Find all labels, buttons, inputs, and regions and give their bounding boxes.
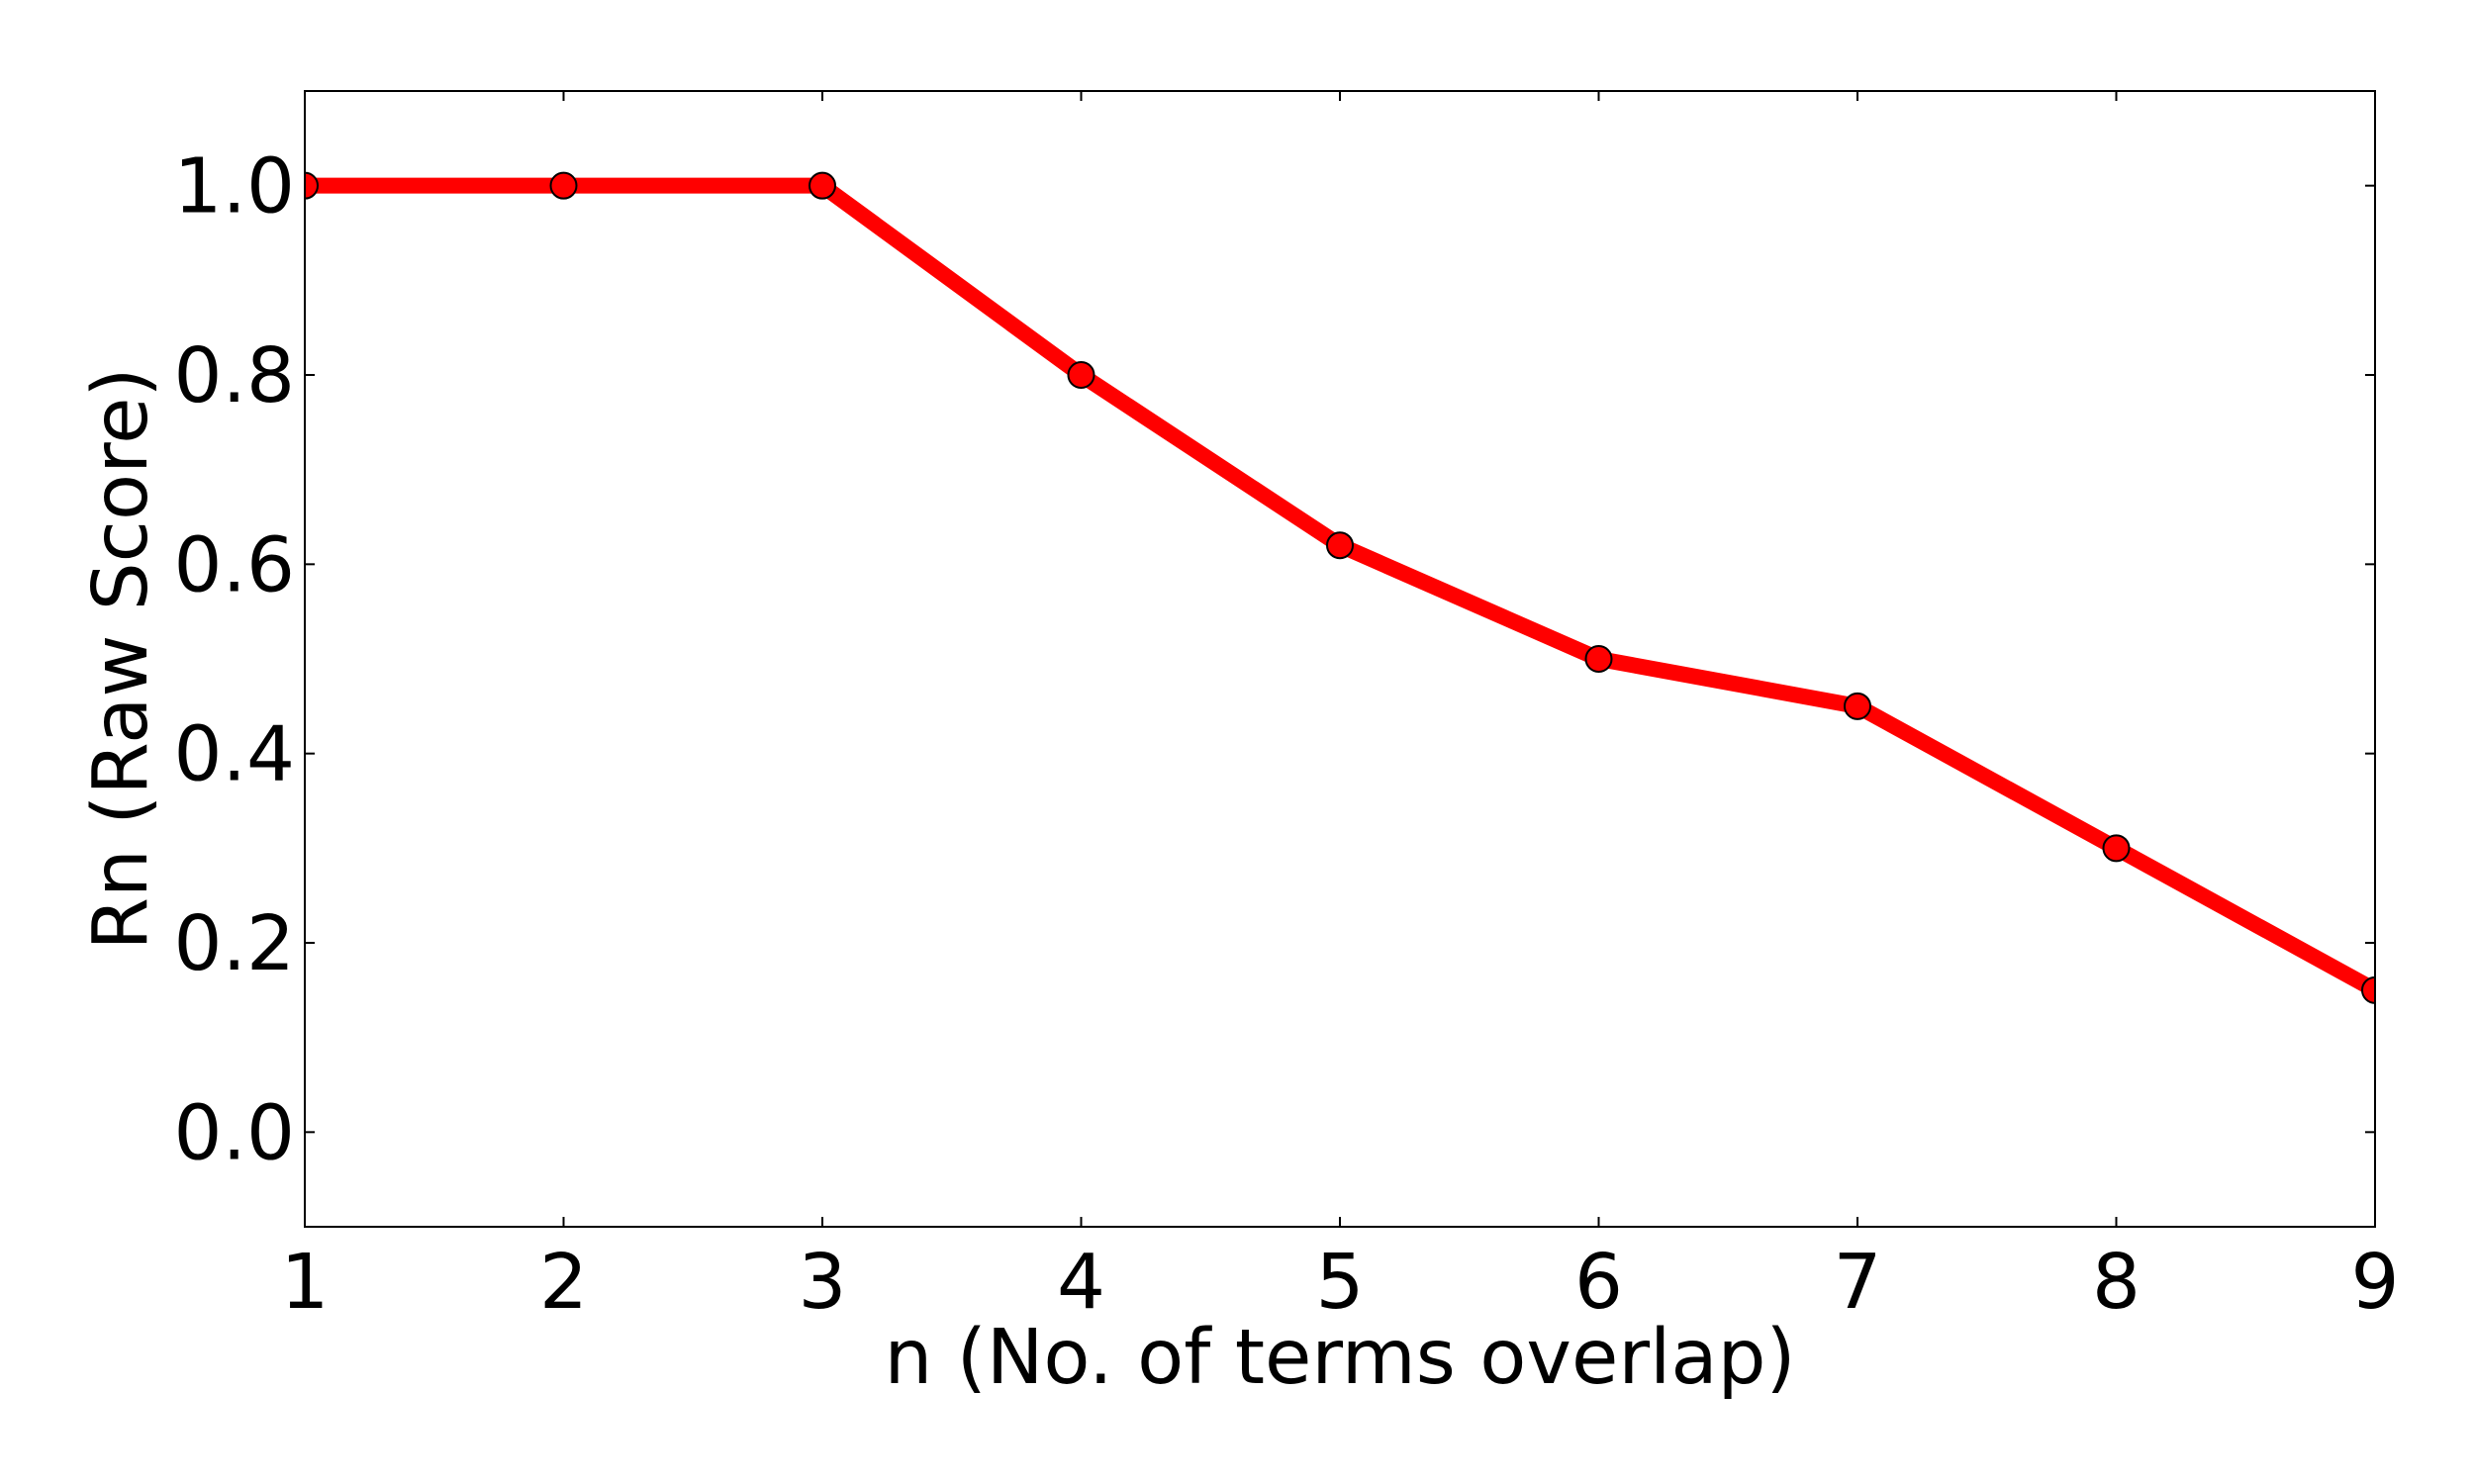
data-point: [2361, 975, 2375, 1004]
data-point: [305, 171, 319, 200]
y-tick-label: 0.6: [174, 521, 295, 609]
x-tick-label: 2: [539, 1239, 588, 1327]
x-tick-label: 5: [1316, 1239, 1365, 1327]
data-point: [1584, 645, 1613, 673]
plot-area: [305, 91, 2375, 1227]
y-tick-label: 0.8: [174, 332, 295, 420]
data-point: [1067, 361, 1095, 389]
y-axis-label: Rn (Raw Score): [77, 368, 165, 951]
x-tick-label: 4: [1057, 1239, 1105, 1327]
x-tick-label: 8: [2092, 1239, 2141, 1327]
data-point: [1844, 692, 1871, 720]
y-tick-label: 0.2: [174, 900, 295, 988]
y-tick-label: 1.0: [174, 143, 295, 232]
data-point: [809, 171, 836, 200]
x-axis-ticks: 1 2 3 4 5 6 7 8 9: [281, 91, 2400, 1327]
x-tick-label: 1: [281, 1239, 330, 1327]
series-layer: [305, 171, 2375, 1004]
x-axis-label: n (No. of terms overlap): [885, 1314, 1796, 1402]
y-axis-ticks: 0.0 0.2 0.4 0.6 0.8 1.0: [174, 143, 2375, 1177]
x-tick-label: 7: [1834, 1239, 1882, 1327]
y-tick-label: 0.4: [174, 711, 295, 799]
series-clip-group: [305, 171, 2375, 1004]
data-point: [2102, 834, 2131, 863]
data-point: [1326, 531, 1354, 560]
y-tick-label: 0.0: [174, 1089, 295, 1177]
plot-frame: [304, 90, 2376, 1228]
x-tick-label: 9: [2351, 1239, 2400, 1327]
x-tick-label: 3: [799, 1239, 847, 1327]
x-tick-label: 6: [1574, 1239, 1623, 1327]
data-point: [549, 171, 578, 200]
